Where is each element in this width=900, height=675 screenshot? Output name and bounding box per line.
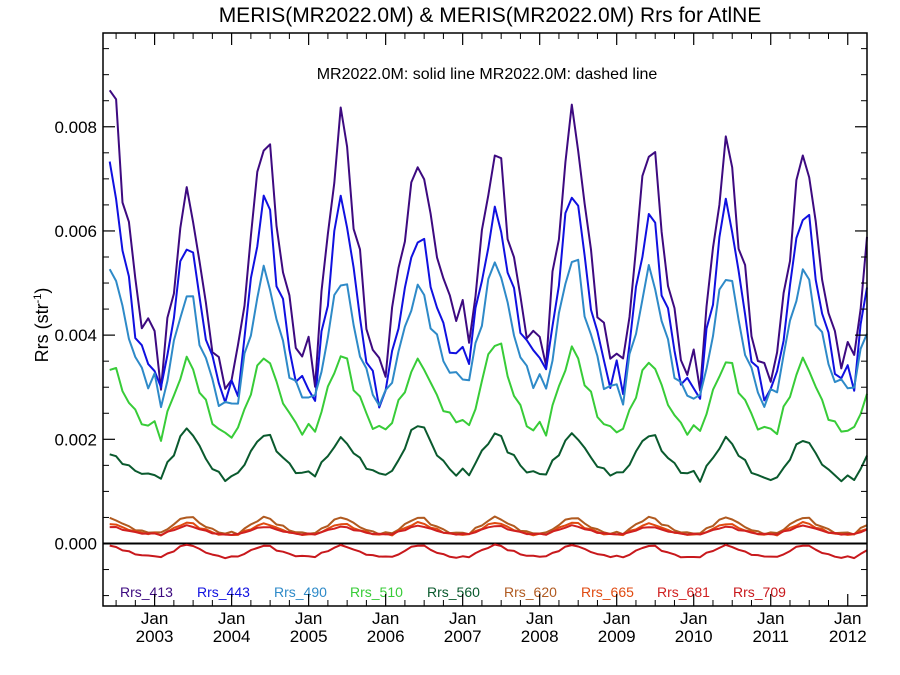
x-tick-month: Jan [218,609,245,628]
plot-frame [102,32,868,607]
y-tick-label: 0.006 [54,222,97,241]
series-line-rrs-560 [109,425,868,483]
legend-item-rrs-620: Rrs_620 [504,584,557,600]
x-tick-year: 2003 [136,627,174,646]
x-tick-month: Jan [603,609,630,628]
legend-item-rrs-681: Rrs_681 [657,584,710,600]
series-line-rrs-490 [108,258,868,409]
x-tick-month: Jan [834,609,861,628]
x-tick-month: Jan [757,609,784,628]
legend-item-rrs-665: Rrs_665 [581,584,634,600]
x-tick-year: 2007 [444,627,482,646]
y-tick-label: 0.000 [54,534,97,553]
y-axis-label-end: ) [32,288,52,294]
y-axis: 0.000 0.002 0.004 0.006 0.008 [54,48,867,597]
x-tick-year: 2005 [290,627,328,646]
chart-subtitle: MR2022.0M: solid line MR2022.0M: dashed … [317,66,658,83]
x-tick-month: Jan [372,609,399,628]
series-line-rrs-681 [109,524,868,537]
legend-item-rrs-560: Rrs_560 [427,584,480,600]
x-tick-year: 2011 [752,627,789,646]
x-tick-month: Jan [680,609,707,628]
series-line-rrs-413 [108,89,868,392]
x-tick-year: 2008 [521,627,559,646]
chart-title: MERIS(MR2022.0M) & MERIS(MR2022.0M) Rrs … [219,4,762,27]
y-tick-label: 0.004 [54,326,97,345]
x-tick-year: 2006 [367,627,405,646]
legend-item-rrs-443: Rrs_443 [197,584,250,600]
y-axis-label-main: Rrs (str [32,303,52,362]
legend-item-rrs-510: Rrs_510 [350,584,403,600]
y-tick-label: 0.002 [54,430,97,449]
legend-item-rrs-490: Rrs_490 [274,584,327,600]
series-line-rrs-709 [109,543,868,560]
series-line-rrs-510 [109,342,868,442]
x-tick-year: 2004 [213,627,251,646]
x-tick-month: Jan [141,609,168,628]
series-line-rrs-443 [108,161,868,409]
legend-item-rrs-709: Rrs_709 [733,584,786,600]
x-tick-year: 2012 [829,627,867,646]
legend-item-rrs-413: Rrs_413 [120,584,173,600]
x-axis: Jan2003Jan2004Jan2005Jan2006Jan2007Jan20… [115,33,868,646]
x-tick-year: 2010 [675,627,713,646]
legend: Rrs_413 Rrs_443 Rrs_490 Rrs_510 Rrs_560 Rrs_6… [120,584,786,600]
y-axis-label-sup: -1 [32,294,44,304]
y-axis-label: Rrs (str-1) [32,288,52,363]
y-tick-label: 0.008 [54,118,97,137]
x-tick-month: Jan [295,609,322,628]
x-tick-month: Jan [449,609,476,628]
plot-area [103,89,868,560]
x-tick-month: Jan [526,609,553,628]
x-tick-year: 2009 [598,627,636,646]
